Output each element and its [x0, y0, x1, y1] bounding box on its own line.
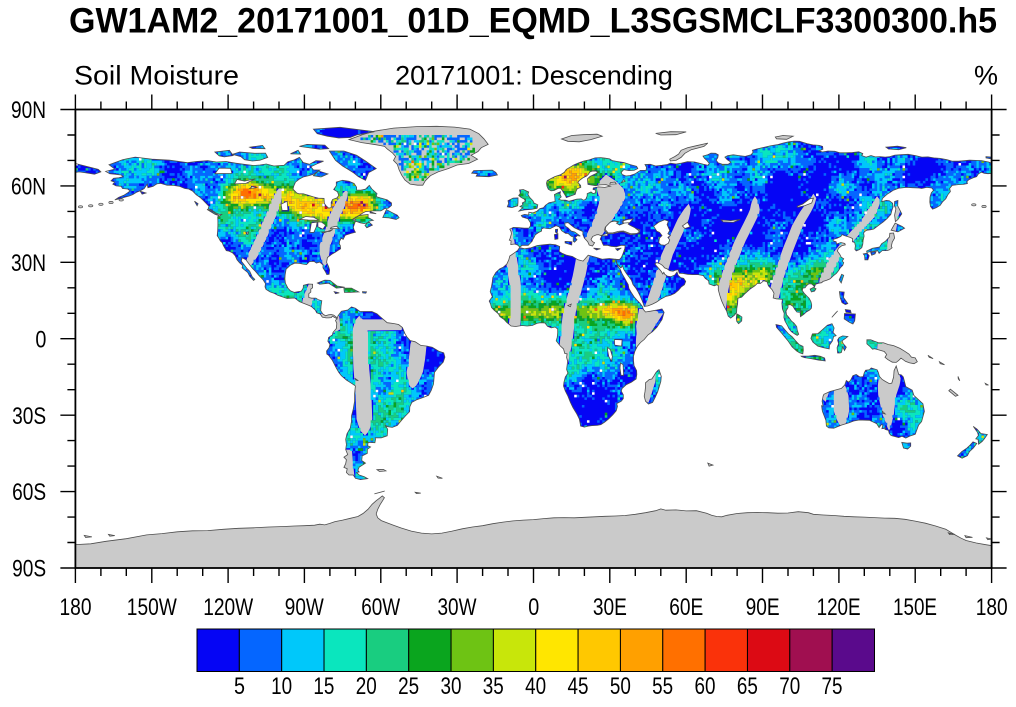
svg-text:150W: 150W [127, 594, 178, 621]
svg-text:10: 10 [271, 673, 292, 700]
svg-text:45: 45 [567, 673, 588, 700]
svg-text:90W: 90W [285, 594, 325, 621]
svg-text:0: 0 [528, 594, 539, 621]
svg-text:35: 35 [483, 673, 504, 700]
svg-text:30N: 30N [11, 250, 46, 277]
svg-text:25: 25 [398, 673, 419, 700]
svg-text:Soil Moisture: Soil Moisture [74, 61, 239, 91]
svg-text:40: 40 [525, 673, 546, 700]
svg-text:55: 55 [652, 673, 673, 700]
svg-text:%: % [974, 61, 998, 91]
svg-text:90N: 90N [11, 97, 46, 124]
svg-text:120W: 120W [203, 594, 254, 621]
svg-text:GW1AM2_20171001_01D_EQMD_L3SGS: GW1AM2_20171001_01D_EQMD_L3SGSMCLF330030… [69, 2, 997, 41]
svg-text:30S: 30S [12, 403, 46, 430]
svg-text:15: 15 [313, 673, 334, 700]
svg-text:0: 0 [35, 326, 46, 353]
svg-text:30: 30 [440, 673, 461, 700]
svg-text:60E: 60E [669, 594, 703, 621]
svg-text:65: 65 [737, 673, 758, 700]
svg-text:60W: 60W [361, 594, 401, 621]
svg-text:75: 75 [822, 673, 843, 700]
svg-text:30W: 30W [438, 594, 478, 621]
svg-text:70: 70 [779, 673, 800, 700]
svg-text:90S: 90S [12, 556, 46, 583]
svg-text:120E: 120E [817, 594, 861, 621]
svg-text:20171001: Descending: 20171001: Descending [395, 61, 673, 91]
svg-text:5: 5 [234, 673, 245, 700]
svg-text:180: 180 [60, 594, 92, 621]
svg-text:50: 50 [610, 673, 631, 700]
svg-text:150E: 150E [893, 594, 937, 621]
svg-text:20: 20 [356, 673, 377, 700]
svg-text:60S: 60S [12, 479, 46, 506]
svg-text:90E: 90E [746, 594, 780, 621]
svg-text:60N: 60N [11, 174, 46, 201]
svg-text:60: 60 [695, 673, 716, 700]
svg-text:30E: 30E [593, 594, 627, 621]
svg-text:180: 180 [976, 594, 1008, 621]
